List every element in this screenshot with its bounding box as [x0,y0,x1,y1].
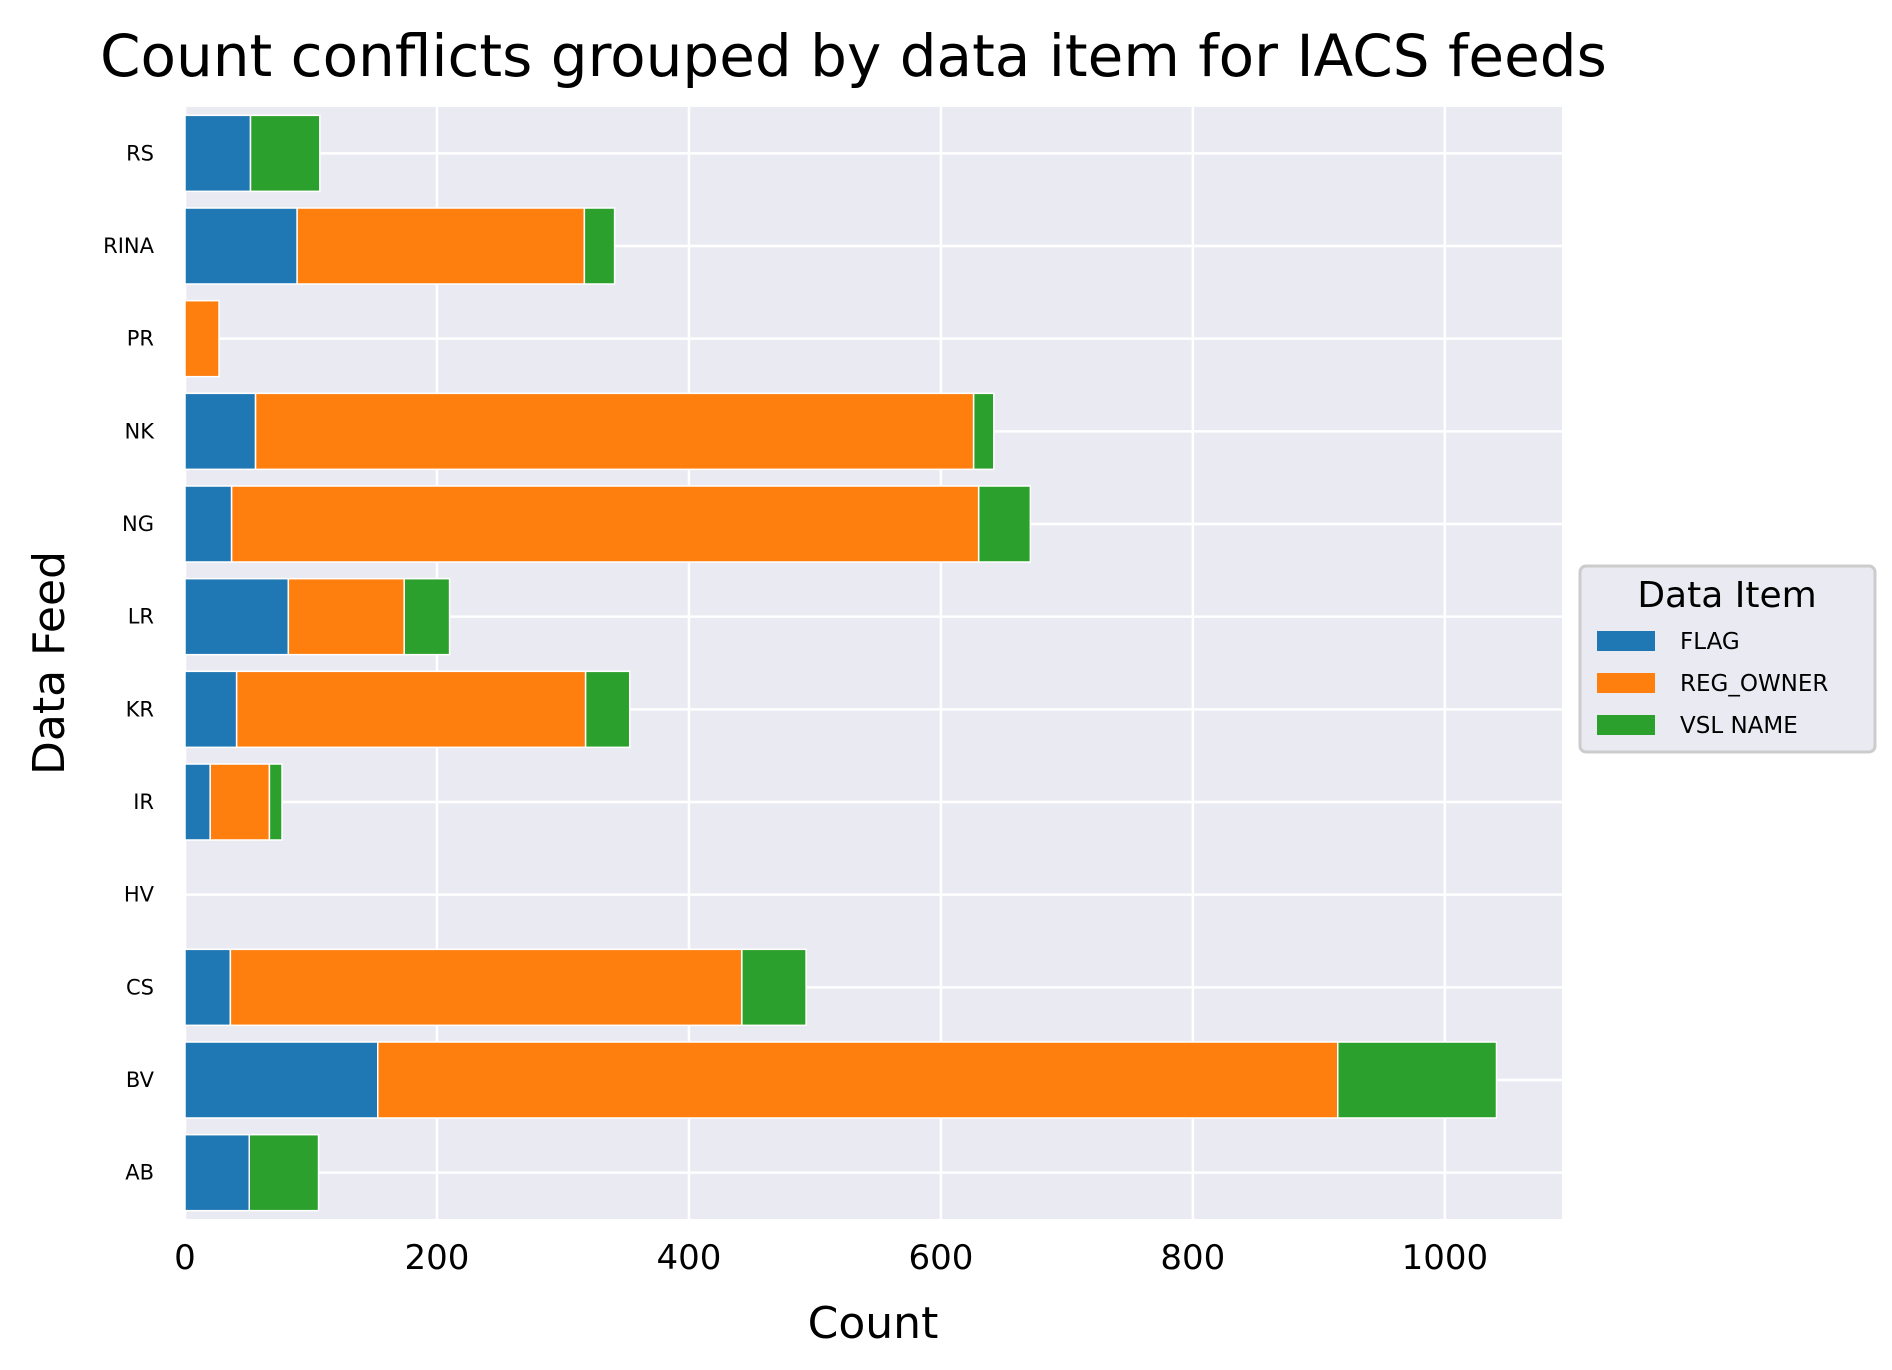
legend-swatch [1597,673,1655,693]
y-tick-label: LR [128,605,154,629]
y-tick-label: IR [133,790,154,814]
bar-ir-vsl-name [268,763,283,841]
bar-kr-flag [184,670,238,749]
plot-area [185,107,1562,1219]
y-axis-label: Data Feed [24,551,75,775]
bar-lr-flag [184,577,290,656]
bar-rs-vsl-name [249,114,321,193]
legend: Data Item FLAG REG_OWNER VSL NAME [1578,564,1877,754]
legend-label: VSL NAME [1680,713,1798,739]
x-tick-label: 600 [908,1238,973,1278]
bar-cs-vsl-name [741,948,807,1027]
bar-nk-flag [184,392,257,471]
bar-nk-reg-owner [254,392,975,471]
bar-pr-reg-owner [184,299,220,378]
x-tick-label: 200 [405,1238,470,1278]
bar-nk-vsl-name [972,392,995,471]
bar-ng-reg-owner [230,485,980,563]
bar-ab-flag [184,1133,251,1212]
y-tick-labels: AB BV CS HV IR KR LR NG NK PR RINA RS [103,141,155,1184]
bar-ab-vsl-name [248,1133,320,1212]
legend-box [1578,564,1877,754]
legend-title: Data Item [1637,575,1816,616]
legend-label: REG_OWNER [1680,671,1828,697]
x-axis-label: Count [808,1298,939,1349]
legend-items: FLAG REG_OWNER VSL NAME [1597,629,1828,739]
bar-rs-flag [184,114,252,193]
legend-swatch [1597,631,1655,651]
bar-bv-flag [184,1041,379,1119]
y-tick-label: NK [125,419,156,443]
bar-kr-vsl-name [584,670,631,749]
bar-ir-reg-owner [209,763,271,841]
bar-rina-reg-owner [296,207,586,285]
legend-swatch [1597,715,1655,735]
y-tick-label: HV [124,883,155,907]
x-tick-label: 800 [1160,1238,1225,1278]
bar-cs-reg-owner [229,948,743,1027]
bar-cs-flag [184,948,232,1027]
bar-bv-vsl-name [1336,1041,1498,1119]
y-tick-label: RS [126,141,154,165]
bar-rina-vsl-name [583,207,616,285]
y-tick-label: PR [127,327,154,351]
legend-label: FLAG [1680,629,1740,655]
bar-kr-reg-owner [235,670,587,749]
bar-bv-reg-owner [377,1041,1339,1119]
x-tick-label: 0 [174,1238,196,1278]
bar-ng-flag [184,485,233,563]
x-tick-labels: 0 200 400 600 800 1000 [174,1238,1488,1278]
y-tick-label: AB [125,1161,154,1185]
y-tick-label: BV [126,1068,155,1092]
bar-lr-reg-owner [287,577,405,656]
y-tick-label: NG [122,512,154,536]
bars [184,114,1498,1212]
bar-ir-flag [184,763,211,841]
y-tick-label: RINA [103,234,154,258]
bar-lr-vsl-name [403,577,451,656]
bar-ng-vsl-name [977,485,1032,563]
x-tick-label: 1000 [1402,1238,1489,1278]
x-tick-label: 400 [656,1238,721,1278]
y-tick-label: CS [126,975,154,999]
bar-rina-flag [184,207,298,285]
y-tick-label: KR [126,697,154,721]
chart-title: Count conflicts grouped by data item for… [100,22,1607,90]
